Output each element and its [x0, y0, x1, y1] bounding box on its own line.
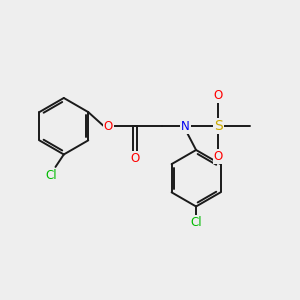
Text: Cl: Cl	[190, 216, 202, 229]
Text: O: O	[104, 120, 113, 133]
Text: O: O	[214, 150, 223, 163]
Text: Cl: Cl	[46, 169, 57, 182]
Text: S: S	[214, 119, 223, 133]
Text: O: O	[130, 152, 140, 165]
Text: O: O	[214, 89, 223, 102]
Text: N: N	[181, 120, 190, 133]
